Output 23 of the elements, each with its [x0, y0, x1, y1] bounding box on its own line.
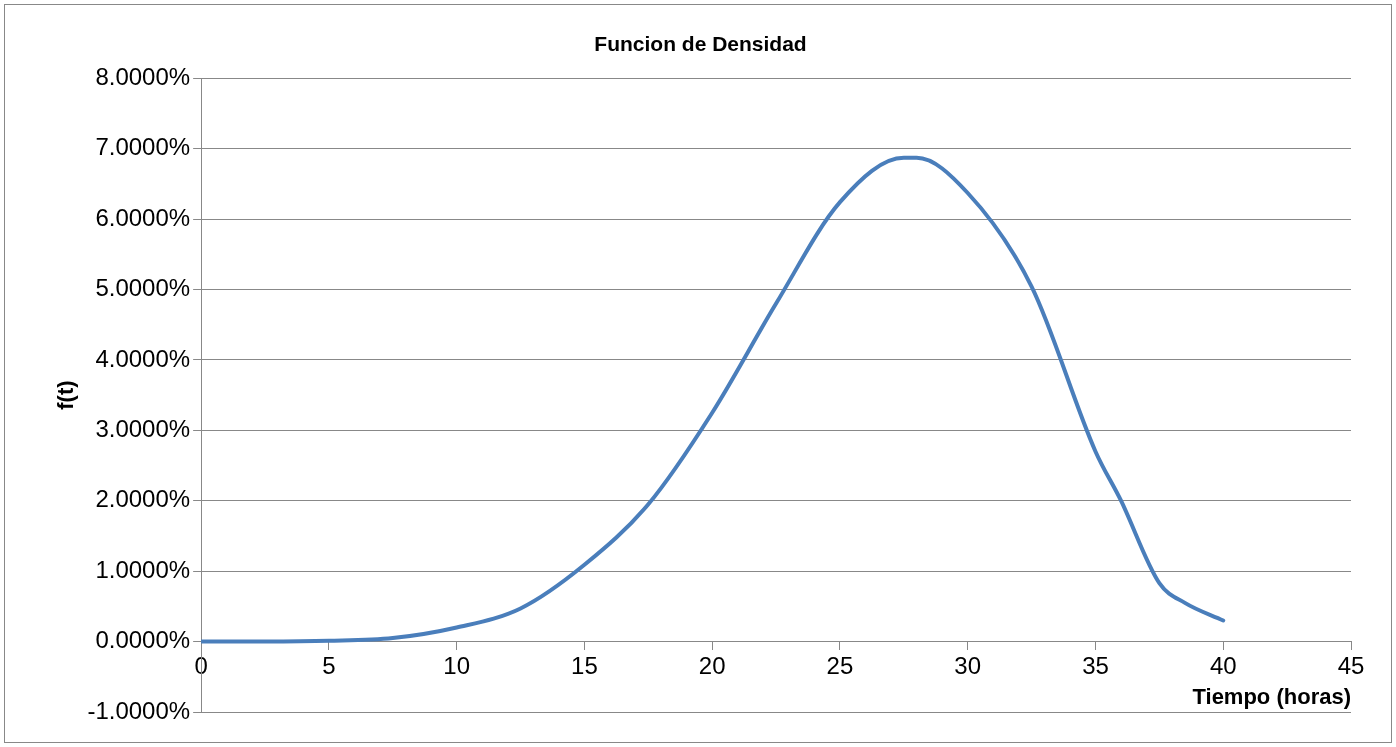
y-tick-label: 5.0000%: [95, 274, 191, 302]
y-tick-label: 3.0000%: [95, 414, 191, 442]
x-tick-label: 30: [954, 651, 982, 679]
y-tick-label: 2.0000%: [95, 485, 191, 513]
y-tick-label: 4.0000%: [95, 344, 191, 372]
x-tick-label: 25: [826, 651, 854, 679]
x-tick-label: 5: [322, 651, 336, 679]
x-axis-title: Tiempo (horas): [1192, 683, 1351, 709]
y-axis-title: f(t): [53, 380, 79, 410]
y-tick-label: 7.0000%: [95, 133, 191, 161]
chart-title: Funcion de Densidad: [594, 32, 807, 56]
line-series: [201, 155, 1226, 644]
y-tick-label: 8.0000%: [95, 62, 191, 90]
y-tick-label: 1.0000%: [95, 555, 191, 583]
y-tick-label: -1.0000%: [87, 696, 191, 724]
x-tick-label: 45: [1337, 651, 1365, 679]
y-tick-label: 0.0000%: [95, 626, 191, 654]
y-tick-label: 6.0000%: [95, 203, 191, 231]
x-tick-label: 40: [1209, 651, 1237, 679]
x-tick-label: 10: [443, 651, 471, 679]
x-tick-label: 15: [571, 651, 598, 679]
x-tick-label: 20: [698, 651, 726, 679]
x-tick-label: 35: [1082, 651, 1109, 679]
